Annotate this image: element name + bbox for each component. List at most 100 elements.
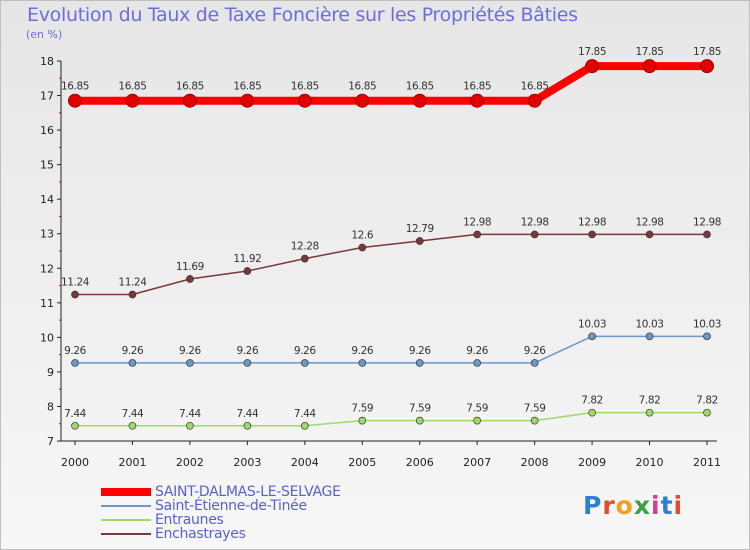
x-tick-label: 2010 [636, 456, 664, 469]
data-label: 16.85 [406, 81, 434, 93]
data-label: 17.85 [693, 46, 721, 58]
data-label: 7.44 [179, 408, 201, 420]
data-point [128, 290, 137, 299]
legend-label: Saint-Étienne-de-Tinée [155, 498, 307, 514]
data-label: 16.85 [463, 81, 491, 93]
data-point [703, 332, 711, 341]
data-point [530, 359, 539, 367]
legend-swatch [101, 505, 151, 507]
logo-letter: o [615, 491, 634, 520]
data-point [240, 93, 255, 108]
y-tick-label: 18 [40, 55, 54, 68]
data-point [415, 359, 424, 367]
data-label: 16.85 [61, 81, 89, 93]
series-line [74, 335, 708, 364]
data-label: 12.98 [578, 216, 606, 228]
data-point [243, 267, 252, 275]
x-tick-label: 2005 [348, 456, 376, 469]
x-tick-label: 2009 [578, 456, 606, 469]
data-point [186, 275, 194, 283]
data-point [71, 421, 79, 430]
data-point [415, 416, 424, 425]
data-label: 12.98 [636, 216, 664, 228]
data-label: 7.82 [581, 395, 603, 407]
legend-label: SAINT-DALMAS-LE-SELVAGE [155, 484, 341, 500]
data-label: 9.26 [351, 345, 373, 357]
data-label: 7.59 [409, 403, 431, 415]
x-tick-label: 2004 [291, 456, 319, 469]
data-point [470, 93, 485, 108]
data-label: 16.85 [521, 81, 549, 93]
data-label: 16.85 [233, 81, 261, 93]
legend-label: Entraunes [155, 512, 224, 528]
data-label: 9.26 [409, 345, 431, 357]
data-point [412, 93, 427, 108]
y-tick-label: 15 [40, 159, 54, 172]
x-tick-label: 2006 [406, 456, 434, 469]
data-label: 16.85 [291, 81, 319, 93]
chart-title: Evolution du Taux de Taxe Foncière sur l… [27, 4, 578, 26]
data-label: 9.26 [179, 345, 201, 357]
data-label: 7.44 [294, 408, 316, 420]
data-label: 9.26 [122, 345, 144, 357]
data-label: 17.85 [636, 46, 664, 58]
data-point [358, 359, 367, 367]
x-tick-label: 2001 [118, 456, 146, 469]
data-label: 7.82 [639, 395, 661, 407]
data-label: 16.85 [118, 81, 146, 93]
data-point [358, 416, 367, 425]
data-point [71, 290, 79, 299]
data-label: 7.82 [696, 395, 718, 407]
series-line [71, 62, 711, 105]
data-point [128, 359, 137, 367]
data-label: 9.26 [236, 345, 258, 357]
data-point [243, 359, 252, 367]
data-point [182, 93, 197, 108]
data-point [588, 230, 596, 239]
data-point [300, 421, 309, 430]
data-point [300, 359, 309, 367]
data-point [588, 408, 596, 417]
data-point [530, 416, 539, 425]
logo-letter: i [673, 491, 684, 520]
data-label: 10.03 [693, 318, 721, 330]
data-label: 7.44 [122, 408, 144, 420]
x-tick-label: 2000 [61, 456, 89, 469]
data-label: 9.26 [524, 345, 546, 357]
x-tick-label: 2003 [233, 456, 261, 469]
y-tick-label: 14 [40, 193, 54, 206]
data-point [125, 93, 140, 108]
y-tick-label: 17 [40, 90, 54, 103]
data-label: 16.85 [348, 81, 376, 93]
data-label: 9.26 [294, 345, 316, 357]
logo-letter: t [660, 491, 674, 520]
data-label: 10.03 [636, 318, 664, 330]
data-point [300, 254, 309, 263]
data-point [473, 416, 482, 425]
logo-letter: P [583, 491, 603, 520]
data-label: 12.79 [406, 223, 434, 235]
legend-swatch [101, 519, 151, 521]
y-tick-label: 12 [40, 262, 54, 275]
logo-letter: i [651, 491, 661, 520]
data-point [68, 93, 82, 108]
x-tick-label: 2002 [176, 456, 204, 469]
legend-label: Enchastrayes [155, 526, 246, 542]
data-point [415, 237, 424, 245]
data-label: 7.44 [236, 408, 258, 420]
y-tick-label: 9 [47, 366, 54, 379]
data-point [355, 93, 370, 108]
y-tick-label: 8 [47, 400, 54, 413]
data-point [588, 332, 596, 341]
data-label: 12.6 [351, 230, 373, 242]
data-label: 11.69 [176, 261, 204, 273]
y-tick-label: 16 [40, 124, 54, 137]
series-line [74, 411, 708, 427]
y-tick-label: 7 [47, 435, 54, 448]
data-label: 9.26 [466, 345, 488, 357]
data-label: 7.59 [466, 403, 488, 415]
y-tick-label: 10 [40, 331, 54, 344]
data-point [703, 408, 711, 417]
y-tick-label: 11 [40, 297, 54, 310]
